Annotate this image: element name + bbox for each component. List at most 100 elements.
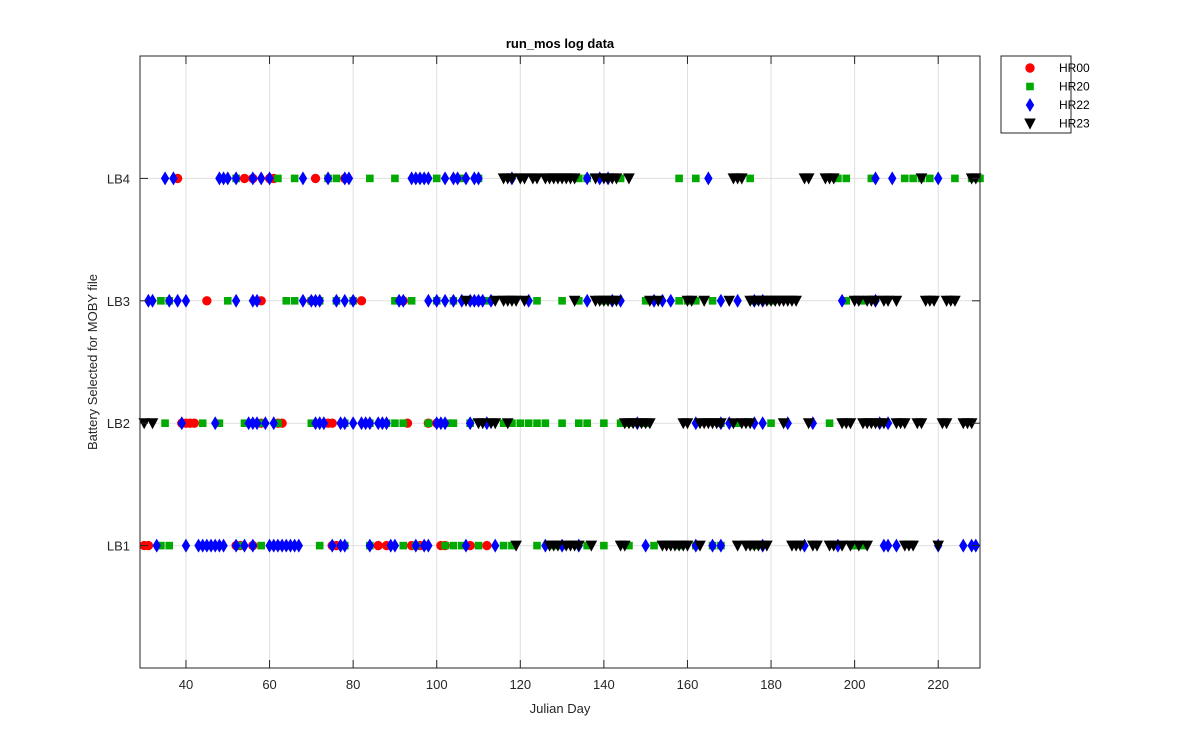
data-point-hr20 <box>432 174 441 183</box>
legend-marker-hr23 <box>1024 118 1036 130</box>
data-point-hr22 <box>160 171 170 186</box>
data-point-hr20 <box>257 541 265 550</box>
data-point-hr20 <box>575 419 583 427</box>
data-point-hr23 <box>460 295 472 307</box>
legend-marker-hr00 <box>1025 63 1035 73</box>
data-point-hr23 <box>518 295 531 307</box>
data-point-hr22 <box>888 171 897 186</box>
plot-area <box>140 56 980 668</box>
data-point-hr22 <box>461 538 471 553</box>
data-point-hr23 <box>572 540 585 552</box>
data-point-hr23 <box>915 173 928 185</box>
data-point-hr22 <box>365 538 375 553</box>
data-point-hr22 <box>248 538 258 553</box>
data-point-hr22 <box>411 538 421 553</box>
data-point-hr23 <box>681 540 694 552</box>
data-point-hr22 <box>315 293 324 308</box>
data-point-hr22 <box>892 538 901 553</box>
data-point-hr22 <box>223 171 232 186</box>
data-point-hr20 <box>449 419 458 427</box>
data-point-hr22 <box>265 171 274 186</box>
data-point-hr20 <box>692 174 700 183</box>
data-point-hr23 <box>731 540 744 552</box>
data-point-hr23 <box>777 418 790 430</box>
data-point-hr22 <box>257 171 266 186</box>
data-point-hr00 <box>482 540 492 551</box>
data-point-hr23 <box>932 540 945 552</box>
legend-entry-label: HR00 <box>1059 61 1090 75</box>
data-point-hr22 <box>440 171 450 186</box>
data-point-hr22 <box>424 171 433 186</box>
data-point-hr20 <box>909 174 917 183</box>
data-point-hr20 <box>474 541 483 550</box>
data-point-hr23 <box>802 418 815 430</box>
data-point-hr20 <box>274 174 282 183</box>
data-point-hr22 <box>704 171 713 186</box>
data-point-hr22 <box>298 171 308 186</box>
data-point-hr20 <box>391 419 399 427</box>
data-point-hr23 <box>146 418 159 430</box>
data-point-hr00 <box>239 173 250 184</box>
x-tick-label: 80 <box>346 677 360 692</box>
data-point-hr22 <box>440 293 450 308</box>
legend-marker-hr20 <box>1026 82 1034 91</box>
data-point-hr23 <box>940 418 953 430</box>
x-tick-label: 40 <box>179 677 193 692</box>
data-point-hr23 <box>723 295 736 307</box>
data-point-hr20 <box>541 419 550 427</box>
data-point-hr23 <box>476 418 489 430</box>
data-point-hr20 <box>198 419 207 427</box>
data-point-hr23 <box>802 173 815 185</box>
data-point-hr20 <box>600 419 608 427</box>
data-point-hr22 <box>177 416 186 431</box>
data-point-hr23 <box>852 540 865 552</box>
data-point-hr23 <box>827 173 840 185</box>
x-tick-label: 60 <box>262 677 276 692</box>
data-point-hr20 <box>366 174 374 183</box>
data-point-hr20 <box>424 419 433 427</box>
data-point-hr20 <box>282 297 291 305</box>
data-point-hr20 <box>675 297 683 305</box>
plot-frame <box>139 55 981 669</box>
data-point-hr22 <box>211 416 220 431</box>
x-tick-label: 140 <box>593 677 615 692</box>
data-point-hr22 <box>424 538 433 553</box>
data-point-hr22 <box>474 171 483 186</box>
data-point-hr20 <box>926 174 934 183</box>
data-point-hr23 <box>827 540 840 552</box>
data-point-hr20 <box>767 419 775 427</box>
data-point-hr22 <box>449 293 458 308</box>
legend-entry-label: HR20 <box>1059 80 1090 94</box>
y-axis-label: Battery Selected for MOBY file <box>85 274 100 450</box>
data-point-hr22 <box>294 538 303 553</box>
data-point-hr22 <box>169 171 178 186</box>
data-point-hr20 <box>583 419 591 427</box>
data-point-hr22 <box>348 416 358 431</box>
data-point-hr22 <box>231 538 241 553</box>
data-point-hr20 <box>399 541 408 550</box>
data-point-hr20 <box>600 541 608 550</box>
data-point-hr23 <box>852 295 865 307</box>
data-point-hr22 <box>148 293 157 308</box>
x-tick-label: 180 <box>760 677 782 692</box>
data-point-hr23 <box>744 418 756 430</box>
data-point-hr22 <box>328 538 337 553</box>
data-point-hr20 <box>650 541 658 550</box>
data-point-hr22 <box>173 293 182 308</box>
data-point-hr22 <box>716 293 726 308</box>
data-point-hr20 <box>449 541 458 550</box>
data-point-hr22 <box>440 416 450 431</box>
data-point-hr20 <box>290 297 299 305</box>
data-point-hr20 <box>441 541 449 550</box>
data-point-hr00 <box>310 173 321 184</box>
data-point-hr23 <box>489 295 502 307</box>
data-point-hr23 <box>915 418 928 430</box>
data-point-hr23 <box>727 418 740 430</box>
x-tick-label: 160 <box>677 677 699 692</box>
data-point-hr23 <box>949 295 961 307</box>
data-point-hr23 <box>531 173 543 185</box>
data-point-hr23 <box>685 295 698 307</box>
data-point-hr20 <box>842 174 851 183</box>
data-point-hr22 <box>348 293 358 308</box>
